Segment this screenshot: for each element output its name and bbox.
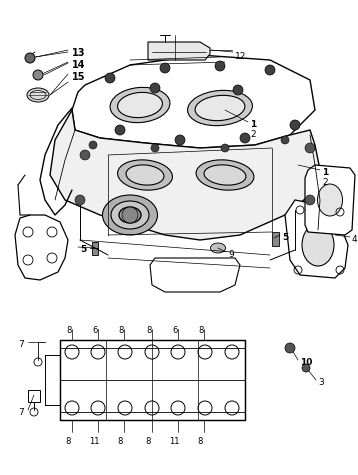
Polygon shape — [150, 258, 240, 292]
Text: 8: 8 — [146, 326, 152, 335]
Circle shape — [160, 63, 170, 73]
Text: 5: 5 — [282, 233, 288, 242]
Ellipse shape — [302, 224, 334, 266]
Text: 9: 9 — [228, 250, 234, 259]
Polygon shape — [72, 55, 315, 148]
Text: 8: 8 — [117, 437, 123, 446]
Circle shape — [175, 135, 185, 145]
Text: 15: 15 — [72, 72, 86, 82]
Circle shape — [240, 133, 250, 143]
Circle shape — [305, 143, 315, 153]
Circle shape — [233, 85, 243, 95]
Circle shape — [221, 144, 229, 152]
Text: 8: 8 — [145, 437, 151, 446]
Polygon shape — [60, 340, 245, 420]
Ellipse shape — [195, 95, 245, 121]
Text: 12: 12 — [235, 52, 246, 61]
Circle shape — [115, 125, 125, 135]
Ellipse shape — [204, 165, 246, 185]
Text: 6: 6 — [172, 326, 178, 335]
Ellipse shape — [111, 201, 149, 229]
Polygon shape — [148, 42, 210, 60]
Text: 3: 3 — [318, 378, 324, 387]
Text: 8: 8 — [66, 326, 72, 335]
Polygon shape — [15, 215, 68, 280]
Polygon shape — [50, 110, 320, 240]
Circle shape — [290, 120, 300, 130]
Text: 10: 10 — [300, 358, 313, 367]
Text: 13: 13 — [72, 48, 86, 58]
Text: 7: 7 — [18, 408, 24, 417]
Circle shape — [80, 150, 90, 160]
Polygon shape — [92, 242, 98, 255]
Circle shape — [215, 61, 225, 71]
Circle shape — [285, 343, 295, 353]
Text: 11: 11 — [169, 437, 179, 446]
Ellipse shape — [117, 160, 173, 190]
Text: 8: 8 — [198, 326, 204, 335]
Ellipse shape — [119, 207, 141, 223]
Circle shape — [105, 73, 115, 83]
Text: 8: 8 — [197, 437, 203, 446]
Text: 1: 1 — [250, 120, 256, 129]
Polygon shape — [305, 165, 355, 235]
Ellipse shape — [102, 195, 158, 235]
Circle shape — [305, 195, 315, 205]
Ellipse shape — [188, 90, 252, 126]
Ellipse shape — [196, 160, 254, 190]
Text: 6: 6 — [92, 326, 98, 335]
Polygon shape — [285, 200, 348, 278]
Circle shape — [281, 136, 289, 144]
Text: 14: 14 — [72, 60, 86, 70]
Circle shape — [150, 83, 160, 93]
Circle shape — [33, 70, 43, 80]
Text: 2: 2 — [322, 178, 328, 187]
Ellipse shape — [27, 88, 49, 102]
Circle shape — [122, 207, 138, 223]
Ellipse shape — [117, 93, 163, 118]
Ellipse shape — [211, 243, 226, 253]
Ellipse shape — [110, 87, 170, 123]
Polygon shape — [28, 390, 40, 402]
Circle shape — [265, 65, 275, 75]
Polygon shape — [272, 232, 279, 246]
Circle shape — [151, 144, 159, 152]
Ellipse shape — [318, 184, 343, 216]
Circle shape — [89, 141, 97, 149]
Text: 8: 8 — [65, 437, 71, 446]
Text: 8: 8 — [118, 326, 124, 335]
Text: 4: 4 — [352, 235, 358, 244]
Ellipse shape — [126, 165, 164, 185]
Circle shape — [25, 53, 35, 63]
Text: 7: 7 — [18, 340, 24, 349]
Circle shape — [75, 195, 85, 205]
Text: 2: 2 — [250, 130, 256, 139]
Text: 1: 1 — [322, 168, 328, 177]
Text: 11: 11 — [89, 437, 99, 446]
Circle shape — [302, 364, 310, 372]
Text: 5: 5 — [80, 245, 86, 254]
